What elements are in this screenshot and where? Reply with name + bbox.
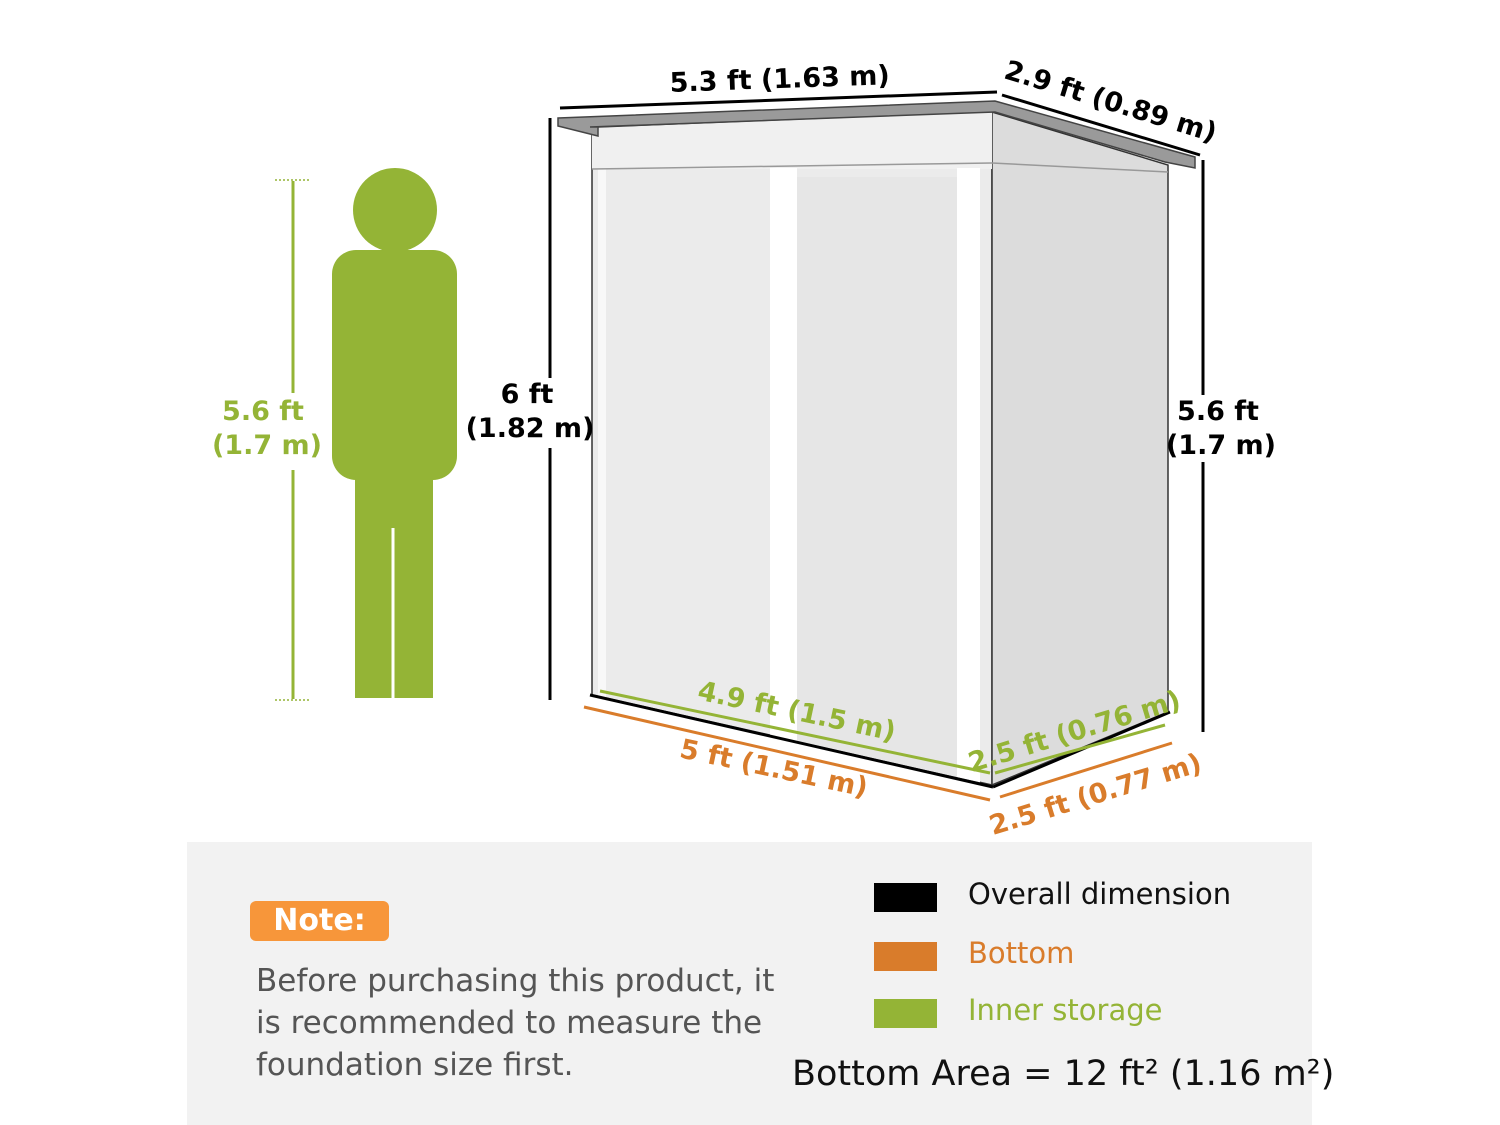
front-height-m: (1.82 m): [466, 413, 595, 444]
legend-swatch-black: [874, 883, 937, 912]
person-height-line: [275, 179, 311, 701]
info-panel: [187, 842, 1312, 1125]
person-silhouette: [332, 168, 457, 698]
top-width-label: 5.3 ft (1.63 m): [669, 60, 890, 99]
overall-dimension-lines: [548, 90, 1205, 732]
person-body: [332, 250, 457, 480]
back-height-ft: 5.6 ft: [1177, 396, 1259, 427]
shed-roof: [557, 100, 1196, 169]
person-head: [353, 168, 437, 252]
legend-label: Inner storage: [968, 993, 1163, 1027]
bottom-area-text: Bottom Area = 12 ft² (1.16 m²): [792, 1054, 1335, 1094]
legend-swatch-green: [874, 999, 937, 1028]
legend-swatch-orange: [874, 942, 937, 971]
note-text: Before purchasing this product, it is re…: [256, 963, 775, 1083]
note-badge: Note:: [250, 901, 389, 941]
shed-illustration: [557, 100, 1196, 789]
bottom-lines: [583, 705, 1173, 802]
door-frame-left: [770, 168, 797, 785]
legend-label: Bottom: [968, 936, 1075, 970]
door-frame-right: [957, 168, 980, 785]
diagram-svg: 5.6 ft (1.7 m): [212, 55, 1276, 842]
shed-side-face: [991, 110, 1169, 787]
shed-door: [797, 177, 957, 785]
person-height-ft: 5.6 ft: [222, 396, 304, 427]
inner-storage-lines: [599, 689, 1166, 775]
person-height-m: (1.7 m): [212, 430, 322, 461]
back-height-m: (1.7 m): [1166, 430, 1276, 461]
legend-label: Overall dimension: [968, 877, 1232, 911]
front-height-ft: 6 ft: [501, 379, 554, 410]
